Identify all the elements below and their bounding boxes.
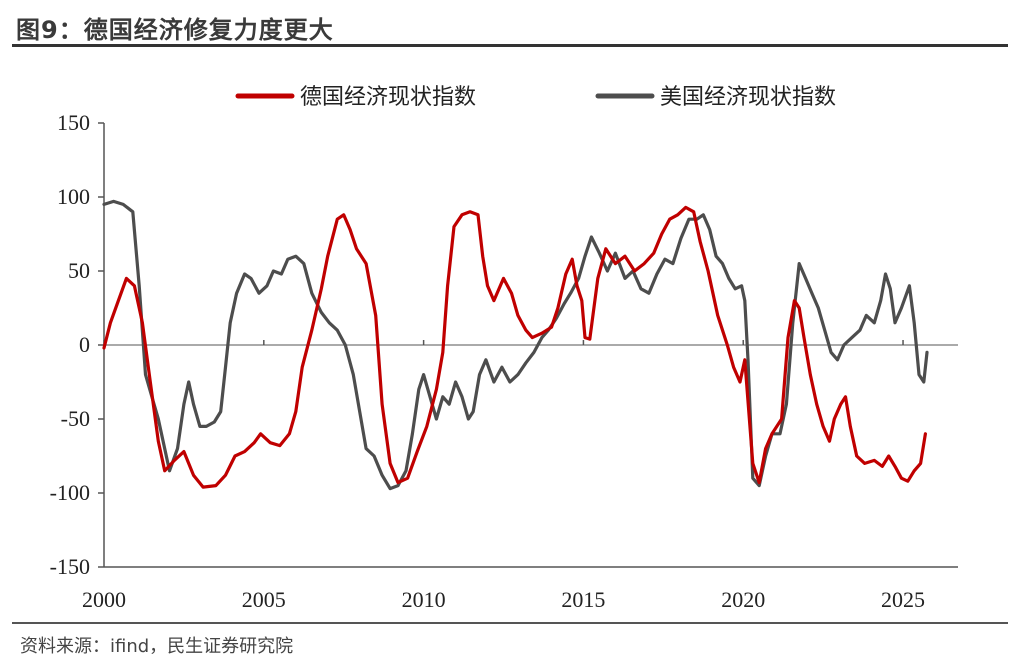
x-tick-label: 2000 (82, 587, 126, 612)
footer-rule (12, 622, 1008, 624)
title-rule (12, 44, 1008, 47)
y-tick-label: 100 (57, 184, 90, 209)
x-tick-label: 2010 (402, 587, 446, 612)
x-tick-label: 2025 (881, 587, 925, 612)
chart-series (102, 199, 929, 491)
y-tick-label: -150 (50, 554, 90, 579)
chart-axes: 150 100 50 0 -50 -100 -150 2000 2005 2010 2015 2020… (50, 110, 958, 612)
y-tick-label: 50 (68, 258, 90, 283)
x-tick-label: 2020 (721, 587, 765, 612)
y-tick-label: -50 (61, 406, 90, 431)
source-note: 资料来源：ifind，民生证券研究院 (20, 636, 294, 657)
series-line (102, 205, 927, 489)
legend-label: 美国经济现状指数 (660, 85, 836, 110)
x-tick-label: 2015 (561, 587, 605, 612)
y-tick-label: -100 (50, 480, 90, 505)
series-line (102, 199, 929, 491)
y-tick-label: 150 (57, 110, 90, 135)
legend-label: 德国经济现状指数 (300, 85, 476, 110)
chart-legend: 德国经济现状指数 美国经济现状指数 (235, 85, 836, 110)
x-tick-label: 2005 (242, 587, 286, 612)
figure-title: 图9：德国经济修复力度更大 (16, 16, 334, 44)
y-tick-label: 0 (79, 332, 90, 357)
